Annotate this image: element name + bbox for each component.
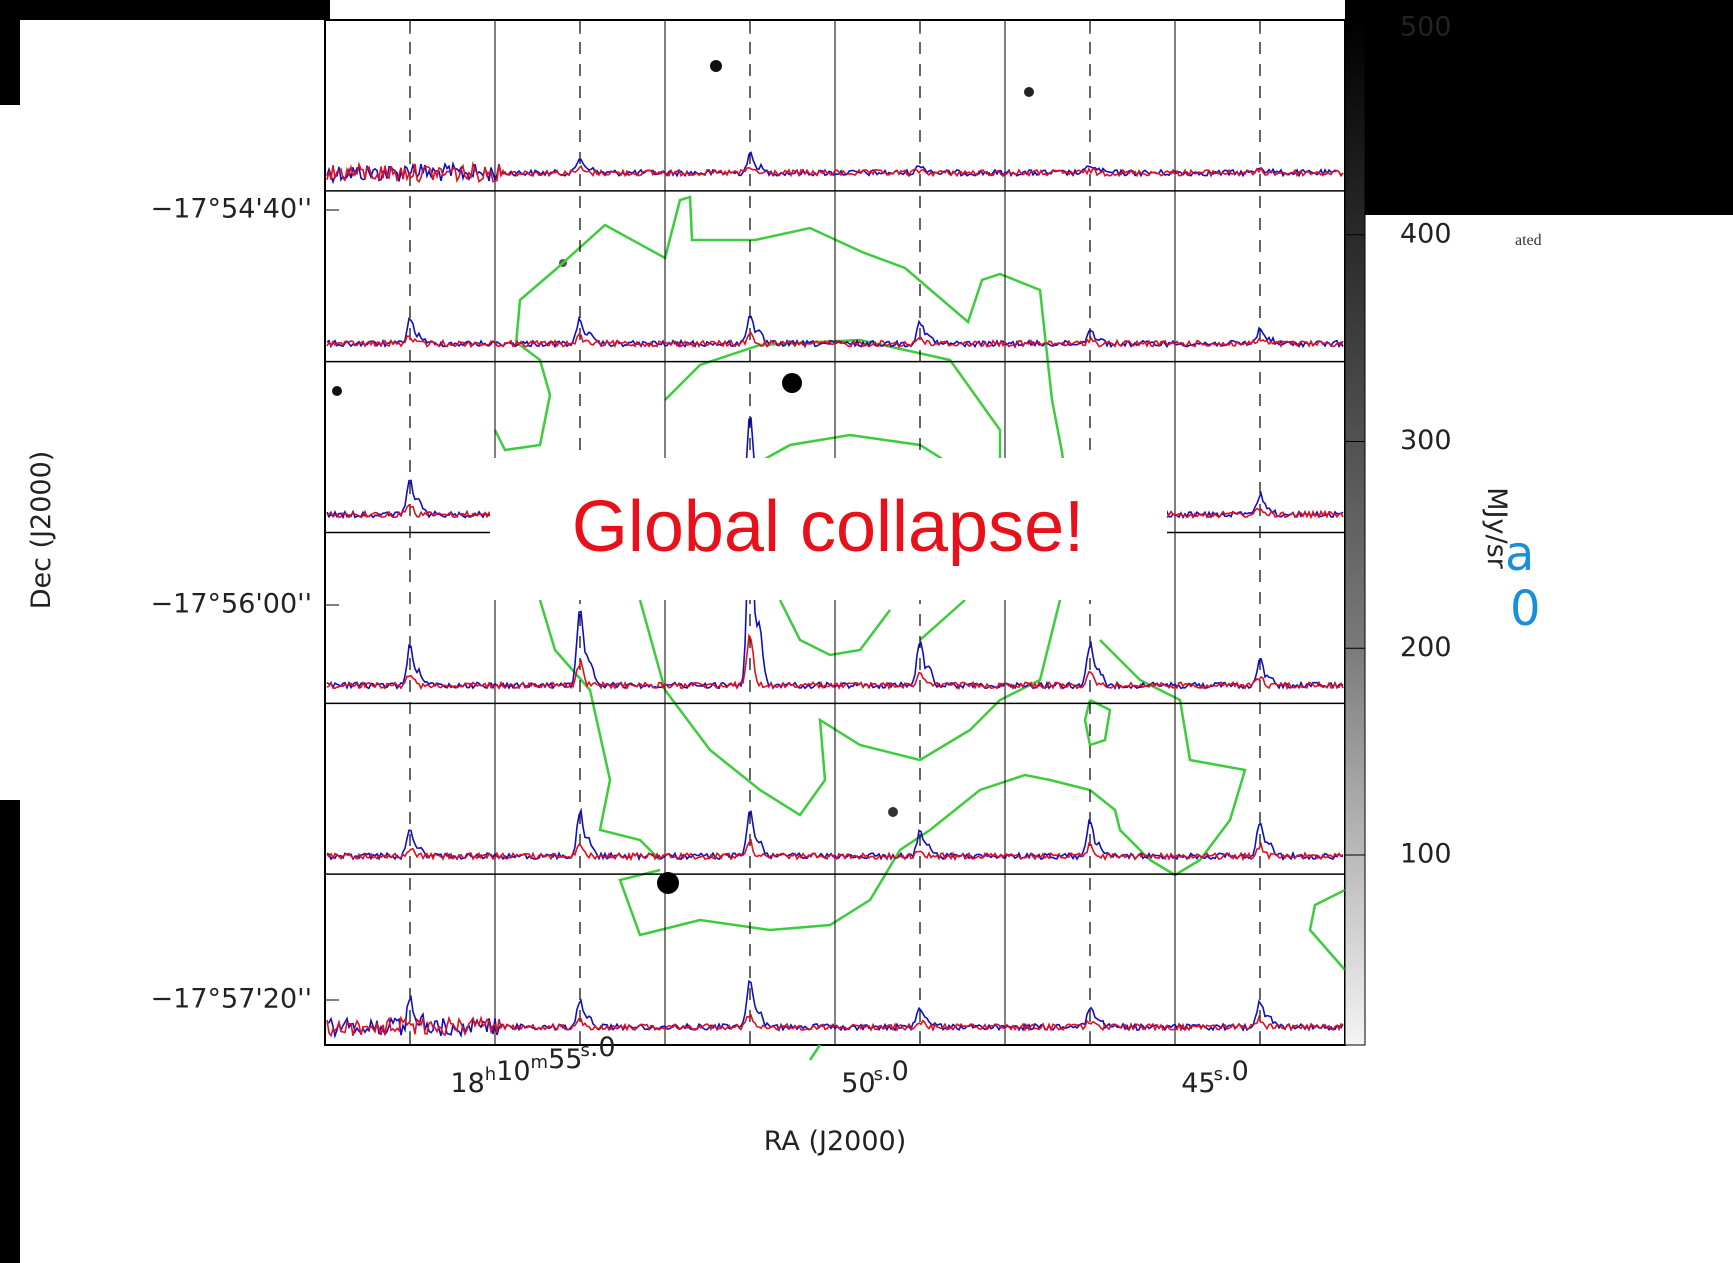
ra-unit: s xyxy=(580,1040,589,1061)
ra-unit: s xyxy=(1214,1064,1223,1085)
colorbar-tick-label: 300 xyxy=(1400,425,1452,456)
ra-part: 50 xyxy=(841,1068,875,1099)
spectrum-red xyxy=(326,633,1344,691)
ra-part: 55 xyxy=(548,1044,582,1075)
ra-part: .0 xyxy=(590,1032,616,1063)
ra-part: 10 xyxy=(496,1056,530,1087)
fragment-text: a xyxy=(1505,526,1534,582)
colorbar-tick-label: 500 xyxy=(1400,12,1452,43)
spectrum-red xyxy=(326,838,1344,862)
black-band xyxy=(0,0,20,105)
x-axis-title: RA (J2000) xyxy=(764,1126,906,1157)
x-tick-label: 45s.0 xyxy=(1181,1056,1249,1099)
fragment-text: 0 xyxy=(1510,581,1541,637)
star xyxy=(782,373,802,393)
spectrum-red xyxy=(326,331,1344,349)
ra-part: 45 xyxy=(1181,1068,1215,1099)
annotation: Global collapse! xyxy=(572,487,1084,567)
contours xyxy=(493,195,1346,1061)
black-band xyxy=(1345,0,1733,215)
fragment-text: ated xyxy=(1515,232,1542,249)
colorbar-tick-label: 100 xyxy=(1400,839,1452,870)
spectrum-red xyxy=(326,1013,1344,1038)
y-axis-title: Dec (J2000) xyxy=(26,451,57,610)
y-tick-label: −17°54'40'' xyxy=(151,194,312,225)
x-tick-label: 18h10m55s.0 xyxy=(450,1032,615,1099)
star xyxy=(332,386,342,396)
star xyxy=(888,807,898,817)
star xyxy=(1024,87,1034,97)
y-tick-label: −17°57'20'' xyxy=(151,984,312,1015)
star xyxy=(710,60,722,72)
black-band xyxy=(0,0,330,20)
star xyxy=(657,872,679,894)
annotation-box xyxy=(490,458,1167,600)
ra-unit: h xyxy=(485,1064,496,1085)
ra-part: .0 xyxy=(1223,1056,1249,1087)
colorbar-tick-label: 200 xyxy=(1400,632,1452,663)
spectrum-red xyxy=(326,160,1344,184)
black-band xyxy=(0,800,20,1263)
colorbar-tick-label: 400 xyxy=(1400,218,1452,249)
x-tick-label: 50s.0 xyxy=(841,1056,909,1099)
colorbar-label: MJy/sr xyxy=(1481,487,1512,569)
ra-unit: m xyxy=(531,1052,549,1073)
ra-part: 18 xyxy=(450,1068,484,1099)
ra-part: .0 xyxy=(883,1056,909,1087)
colorbar xyxy=(1344,19,1366,1046)
y-tick-label: −17°56'00'' xyxy=(151,589,312,620)
ra-unit: s xyxy=(874,1064,883,1085)
